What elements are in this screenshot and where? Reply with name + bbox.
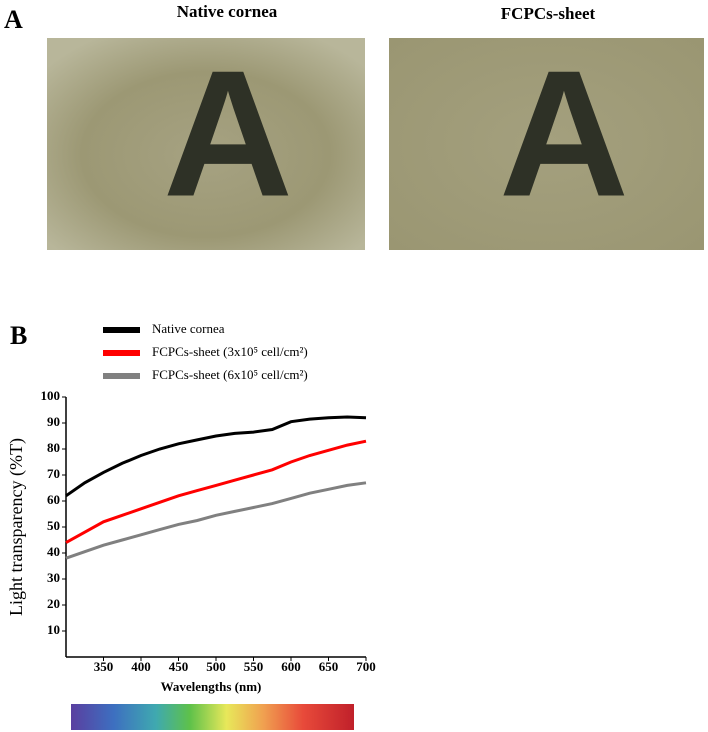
y-tick-label: 90: [47, 414, 60, 429]
y-tick-label: 20: [47, 596, 60, 611]
legend-label: FCPCs-sheet (3x10⁵ cell/cm²): [152, 344, 308, 359]
data-line: [65, 481, 367, 560]
x-tick-label: 450: [169, 659, 189, 674]
y-tick-label: 10: [47, 622, 60, 637]
x-tick-label: 650: [319, 659, 339, 674]
panel-label: A: [4, 5, 23, 34]
photo: [47, 38, 365, 250]
photo-letter: A: [499, 34, 629, 235]
y-axis-label: Light transparency (%T): [6, 438, 27, 616]
y-tick-label: 100: [41, 388, 61, 403]
y-tick-label: 70: [47, 466, 60, 481]
legend-label: FCPCs-sheet (6x10⁵ cell/cm²): [152, 367, 308, 382]
x-tick-label: 350: [94, 659, 114, 674]
photo: [389, 38, 704, 250]
photo-letter: A: [163, 34, 293, 235]
y-tick-label: 50: [47, 518, 60, 533]
y-tick-label: 60: [47, 492, 60, 507]
image-title: FCPCs-sheet: [501, 4, 596, 23]
y-tick-label: 80: [47, 440, 60, 455]
data-line: [65, 439, 367, 544]
x-tick-label: 700: [356, 659, 376, 674]
image-title: Native cornea: [177, 2, 278, 21]
y-tick-label: 40: [47, 544, 60, 559]
spectrum-bar: [71, 704, 354, 730]
x-tick-label: 600: [281, 659, 301, 674]
data-line: [65, 415, 367, 498]
legend-label: Native cornea: [152, 321, 225, 336]
panel-label: B: [10, 321, 27, 350]
y-tick-label: 30: [47, 570, 60, 585]
x-tick-label: 500: [206, 659, 226, 674]
x-tick-label: 550: [244, 659, 264, 674]
x-axis-label: Wavelengths (nm): [161, 679, 262, 694]
x-tick-label: 400: [131, 659, 151, 674]
